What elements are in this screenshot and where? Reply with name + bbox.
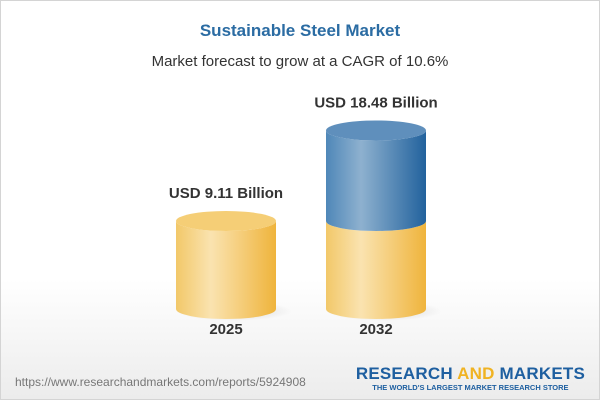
cylinder-2025-top — [176, 211, 276, 231]
cylinder-2025 — [176, 221, 276, 319]
chart-title: Sustainable Steel Market — [199, 21, 401, 40]
cylinder-2032-growth-top — [326, 120, 426, 141]
category-label-2032: 2032 — [359, 321, 392, 338]
research-and-markets-logo: RESEARCH AND MARKETS THE WORLD'S LARGEST… — [355, 364, 585, 393]
data-label-2025: USD 9.11 Billion — [169, 185, 283, 202]
chart-subtitle: Market forecast to grow at a CAGR of 10.… — [151, 53, 449, 70]
cylinder-2032-base — [326, 221, 426, 319]
report-url[interactable]: https://www.researchandmarkets.com/repor… — [15, 375, 306, 389]
cylinder-2032-growth — [326, 130, 426, 231]
data-label-2032: USD 18.48 Billion — [314, 94, 437, 111]
category-label-2025: 2025 — [209, 321, 242, 338]
